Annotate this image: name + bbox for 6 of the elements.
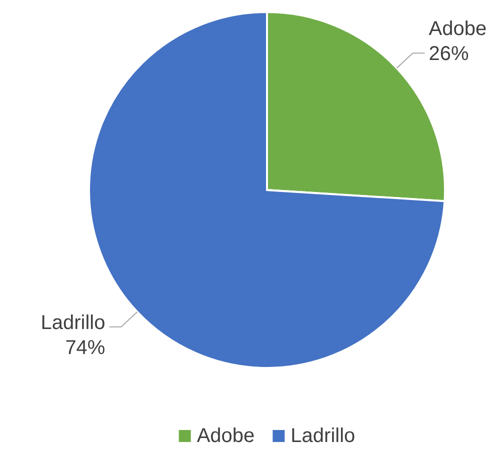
data-label: 74% — [65, 336, 106, 359]
slice-label: Adobe — [428, 18, 487, 40]
legend-label: Adobe — [196, 425, 255, 447]
data-label: 26% — [428, 43, 470, 66]
slice-label: Ladrillo — [40, 312, 106, 334]
legend-label: Ladrillo — [290, 425, 356, 447]
